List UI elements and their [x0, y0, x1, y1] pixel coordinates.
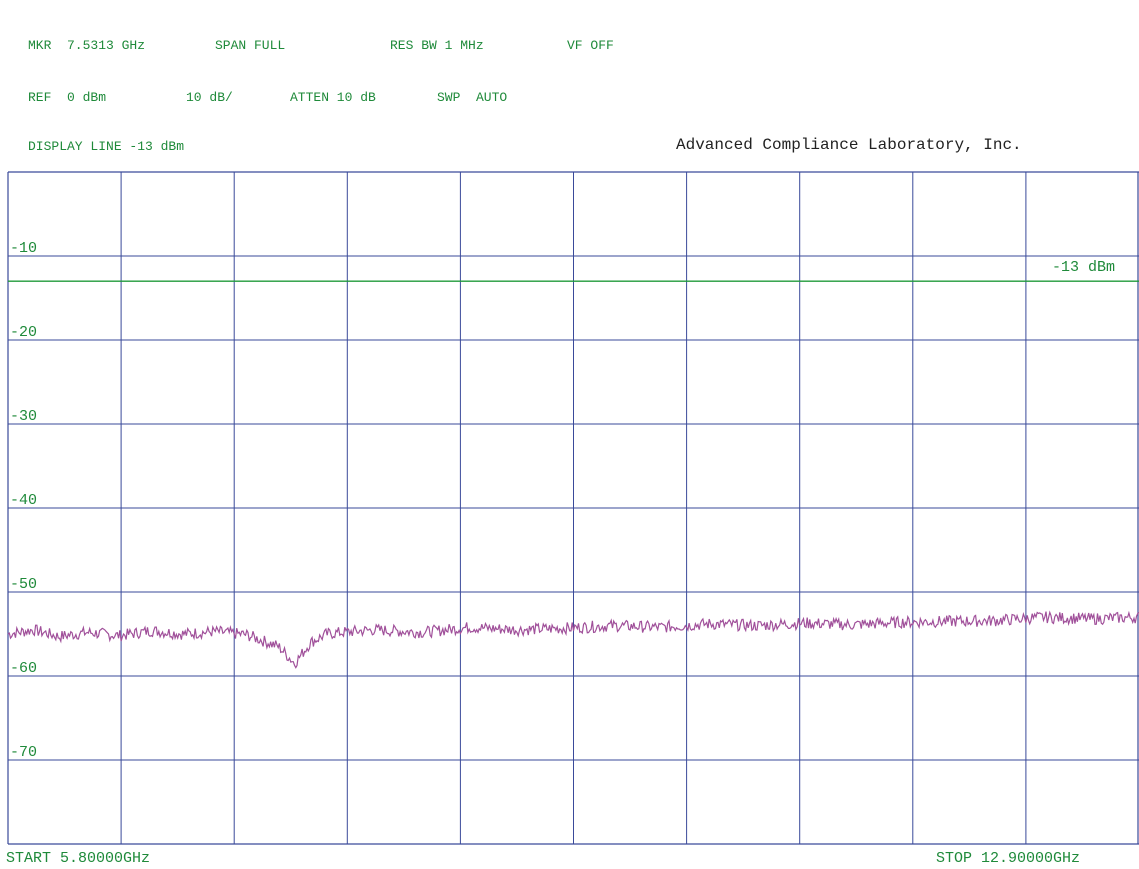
y-tick-label: -60 [10, 660, 37, 677]
y-tick-label: -70 [10, 744, 37, 761]
stop-frequency: STOP 12.90000GHz [936, 850, 1081, 867]
scale-readout: 10 dB/ [186, 90, 233, 105]
sweep-readout: SWP AUTO [437, 90, 508, 105]
y-tick-label: -30 [10, 408, 37, 425]
lab-name: Advanced Compliance Laboratory, Inc. [676, 136, 1022, 154]
instrument-header: MKR 7.5313 GHz SPAN FULL RES BW 1 MHz VF… [0, 0, 1139, 170]
spectrum-trace [7, 610, 1139, 669]
display-line-readout: DISPLAY LINE -13 dBm [28, 139, 185, 154]
atten-readout: ATTEN 10 dB [290, 90, 376, 105]
y-tick-label: -20 [10, 324, 37, 341]
display-line-label: -13 dBm [1052, 259, 1115, 276]
grid [7, 171, 1139, 845]
vf-readout: VF OFF [567, 38, 614, 53]
span-readout: SPAN FULL [215, 38, 286, 53]
y-tick-label: -10 [10, 240, 37, 257]
start-frequency: START 5.80000GHz [6, 850, 151, 867]
marker-readout: MKR 7.5313 GHz [28, 38, 146, 53]
y-tick-label: -50 [10, 576, 37, 593]
res-bw-readout: RES BW 1 MHz [390, 38, 484, 53]
ref-readout: REF 0 dBm [28, 90, 107, 105]
y-tick-labels: -10 -20 -30 -40 -50 -60 -70 [10, 240, 37, 761]
y-tick-label: -40 [10, 492, 37, 509]
